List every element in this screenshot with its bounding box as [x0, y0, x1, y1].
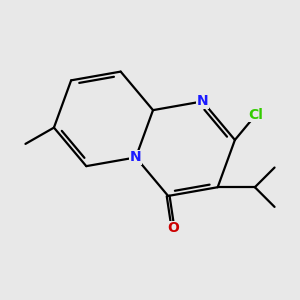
Text: Cl: Cl: [248, 108, 263, 122]
Text: N: N: [130, 150, 142, 164]
Text: O: O: [167, 221, 179, 236]
Text: N: N: [197, 94, 208, 108]
